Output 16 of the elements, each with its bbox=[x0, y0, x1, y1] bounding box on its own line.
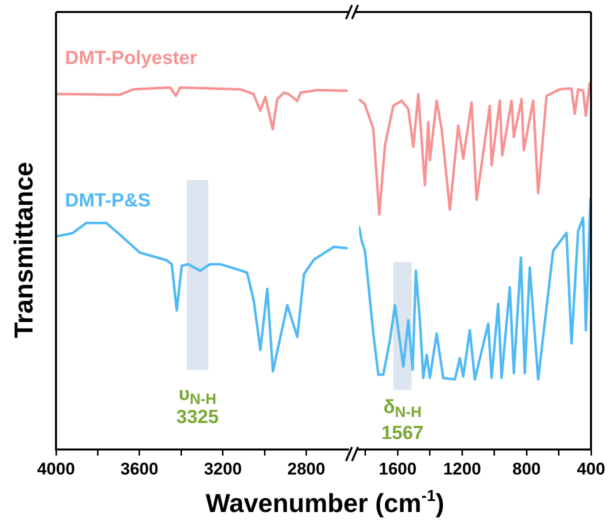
x-tick-label: 800 bbox=[512, 459, 541, 478]
x-tick-label: 3600 bbox=[120, 459, 158, 478]
series-label: DMT-P&S bbox=[65, 190, 150, 212]
annotation: δ$_{N-H}$ bbox=[383, 397, 422, 421]
y-axis-title: Transmittance bbox=[8, 162, 40, 338]
x-tick-label: 2800 bbox=[287, 459, 326, 478]
x-tick-label: 4000 bbox=[37, 459, 75, 478]
annotation: υ$_{N-H}$ bbox=[178, 384, 216, 408]
x-tick-label: 1600 bbox=[378, 459, 417, 478]
annotation: 1567 bbox=[381, 423, 424, 444]
annotation: 3325 bbox=[176, 407, 219, 428]
x-tick-label: 3200 bbox=[204, 459, 242, 478]
x-tick-label: 400 bbox=[576, 459, 606, 478]
x-tick-label: 1200 bbox=[443, 459, 482, 478]
series-label: DMT-Polyester bbox=[65, 48, 198, 70]
x-axis-title: Wavenumber (cm$^{-1}$) bbox=[204, 488, 446, 519]
